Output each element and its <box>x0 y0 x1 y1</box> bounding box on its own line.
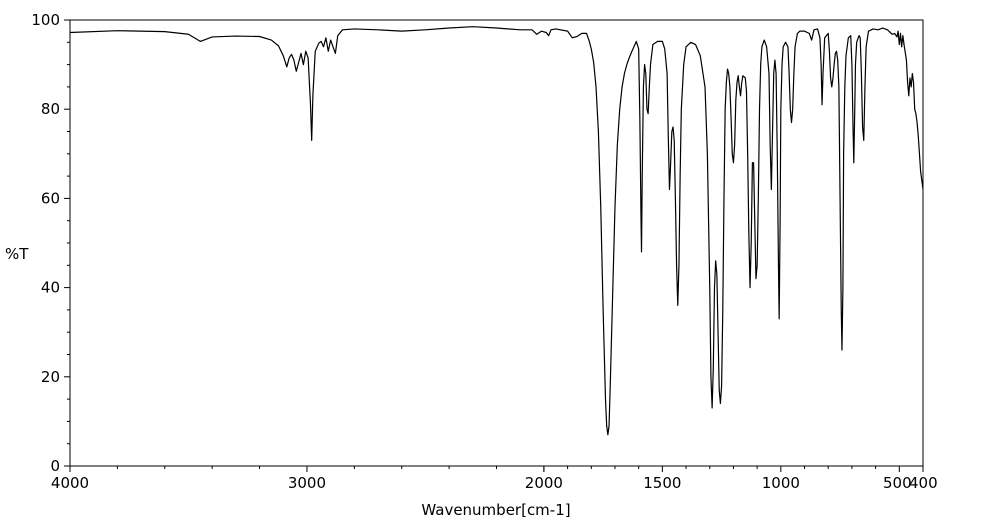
spectrum-line <box>69 26 924 436</box>
y-tick-label: 0 <box>50 457 60 475</box>
y-tick-label: 80 <box>41 100 60 118</box>
y-axis-tick-labels: 0 20 40 60 80 100 <box>31 11 60 475</box>
y-axis-ticks <box>64 19 70 467</box>
y-tick-label: 60 <box>41 189 60 207</box>
y-tick-label: 20 <box>41 368 60 386</box>
x-tick-label: 500 <box>883 474 912 492</box>
y-tick-label: 100 <box>31 11 60 29</box>
y-axis-label: %T <box>5 245 29 263</box>
y-tick-label: 40 <box>41 279 60 297</box>
x-tick-label: 1000 <box>762 474 800 492</box>
x-tick-label: 2000 <box>525 474 563 492</box>
x-tick-label: 1500 <box>643 474 681 492</box>
x-axis-ticks <box>69 466 924 472</box>
x-tick-label: 3000 <box>288 474 326 492</box>
x-axis-label: Wavenumber[cm-1] <box>421 501 570 519</box>
x-tick-label: 400 <box>909 474 938 492</box>
plot-frame <box>69 19 924 467</box>
x-tick-label: 4000 <box>51 474 89 492</box>
